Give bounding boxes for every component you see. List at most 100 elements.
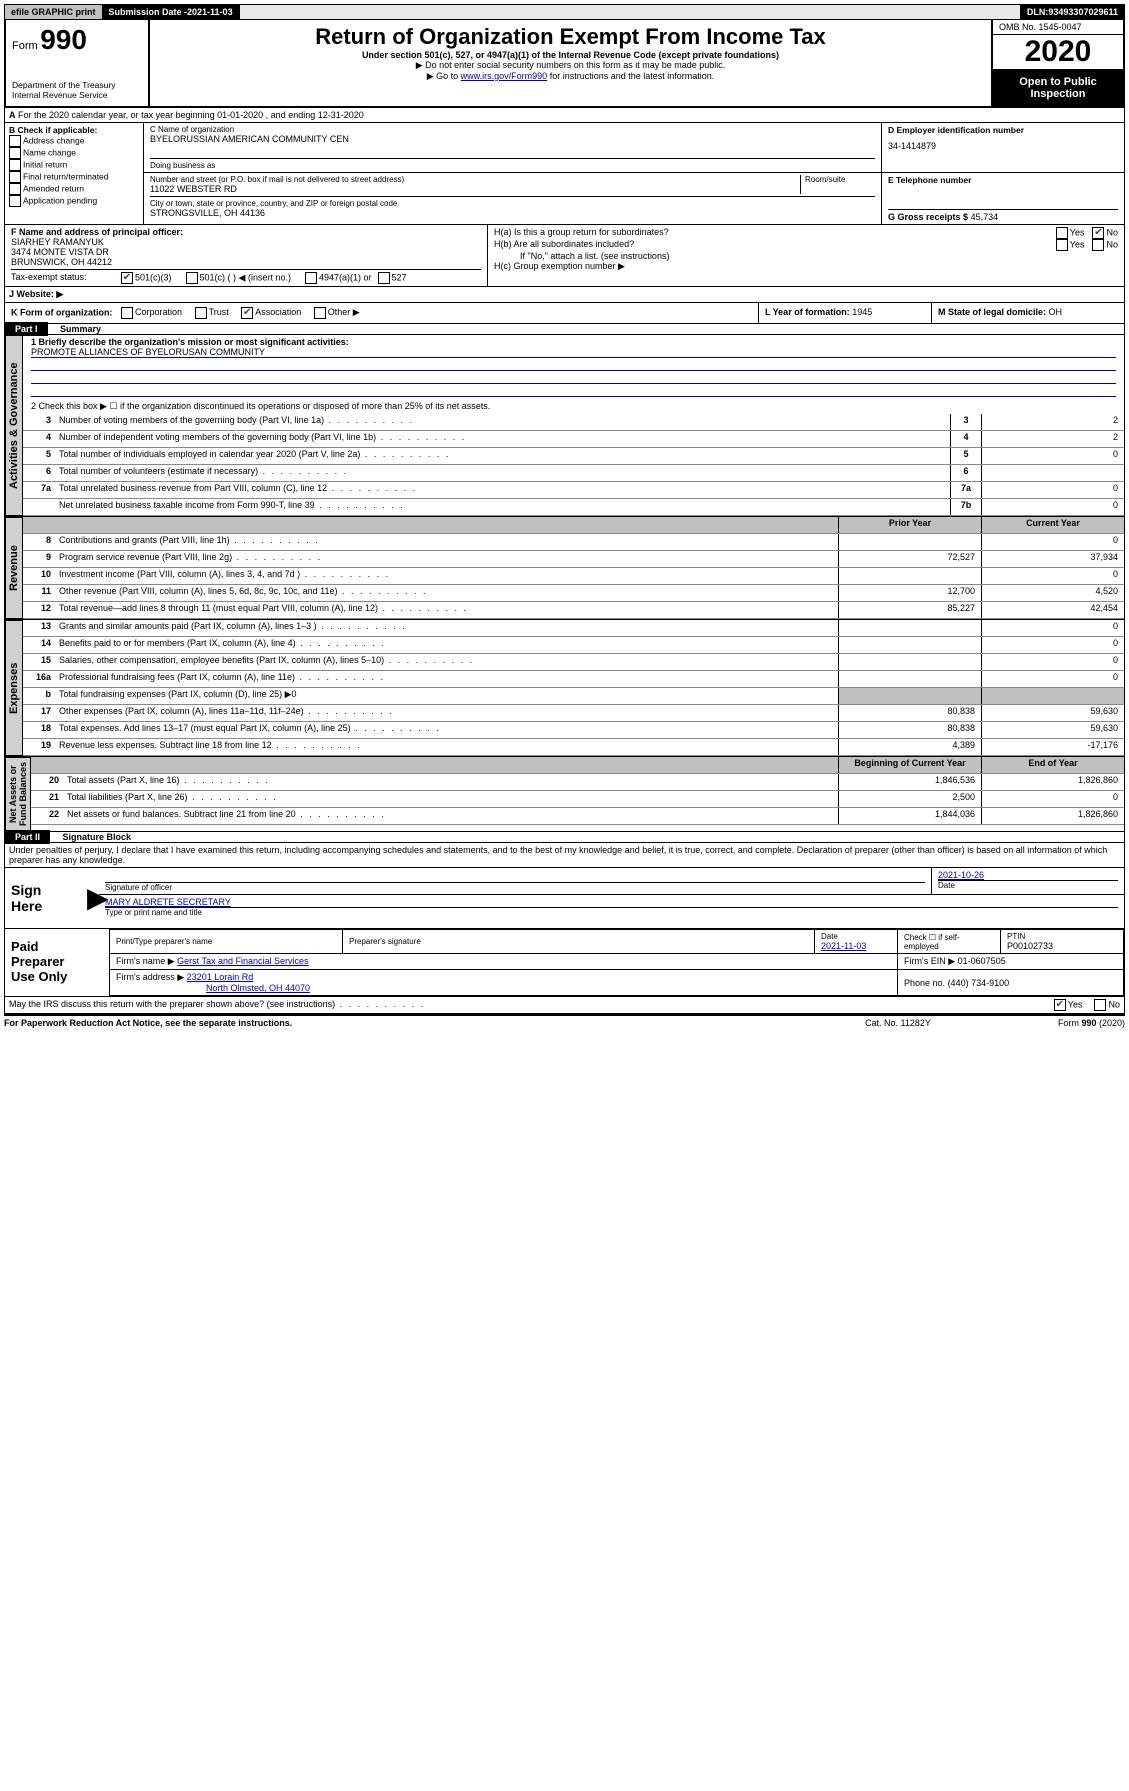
ha-no[interactable]: No bbox=[1092, 227, 1118, 239]
data-row: 21 Total liabilities (Part X, line 26) 2… bbox=[31, 791, 1124, 808]
sign-arrow-icon: ▶ bbox=[87, 868, 99, 928]
org-name: BYELORUSSIAN AMERICAN COMMUNITY CEN bbox=[150, 134, 875, 144]
prep-sig-label: Preparer's signature bbox=[349, 937, 808, 946]
firm-phone: (440) 734-9100 bbox=[948, 978, 1010, 988]
firm-ein: 01-0607505 bbox=[958, 956, 1006, 966]
efile-button[interactable]: efile GRAPHIC print bbox=[5, 5, 103, 19]
expenses-section: Expenses 13 Grants and similar amounts p… bbox=[4, 620, 1125, 757]
ein-value: 34-1414879 bbox=[888, 141, 1118, 151]
checkbox-initial-return[interactable]: Initial return bbox=[9, 159, 139, 171]
irs-link[interactable]: www.irs.gov/Form990 bbox=[461, 71, 548, 81]
l-label: L Year of formation: bbox=[765, 307, 850, 317]
prep-date: 2021-11-03 bbox=[821, 941, 866, 951]
data-row: 10 Investment income (Part VIII, column … bbox=[23, 568, 1124, 585]
data-row: 12 Total revenue—add lines 8 through 11 … bbox=[23, 602, 1124, 619]
hb-label: H(b) Are all subordinates included? bbox=[494, 239, 1056, 251]
mission-text: PROMOTE ALLIANCES OF BYELORUSAN COMMUNIT… bbox=[31, 347, 1116, 358]
checkbox-corp[interactable]: Corporation bbox=[121, 307, 182, 317]
k-label: K Form of organization: bbox=[11, 307, 113, 317]
prep-date-label: Date bbox=[821, 932, 891, 941]
discuss-no[interactable]: No bbox=[1094, 999, 1120, 1011]
ha-yes[interactable]: Yes bbox=[1056, 227, 1085, 239]
part2-title: Signature Block bbox=[63, 832, 132, 842]
checkbox-name-change[interactable]: Name change bbox=[9, 147, 139, 159]
ptin-label: PTIN bbox=[1007, 932, 1117, 941]
checkbox-trust[interactable]: Trust bbox=[195, 307, 229, 317]
checkbox-final-return[interactable]: Final return/terminated bbox=[9, 171, 139, 183]
data-row: 14 Benefits paid to or for members (Part… bbox=[23, 637, 1124, 654]
firm-addr2: North Olmsted, OH 44070 bbox=[206, 983, 310, 993]
form-footer: Form 990 (2020) bbox=[1005, 1018, 1125, 1028]
tax-year: 2020 bbox=[993, 35, 1123, 70]
checkbox-527[interactable]: 527 bbox=[378, 272, 407, 284]
form-note1: ▶ Do not enter social security numbers o… bbox=[156, 60, 985, 71]
m-state: OH bbox=[1049, 307, 1063, 317]
data-row: 9 Program service revenue (Part VIII, li… bbox=[23, 551, 1124, 568]
revenue-section: Revenue Prior Year Current Year 8 Contri… bbox=[4, 517, 1125, 620]
checkbox-app-pending[interactable]: Application pending bbox=[9, 195, 139, 207]
officer-addr2: BRUNSWICK, OH 44212 bbox=[11, 257, 481, 267]
data-row: 15 Salaries, other compensation, employe… bbox=[23, 654, 1124, 671]
sig-officer-label: Signature of officer bbox=[105, 882, 925, 892]
room-suite-label: Room/suite bbox=[800, 175, 875, 194]
sign-here-label: Sign Here bbox=[5, 868, 87, 928]
data-row: 19 Revenue less expenses. Subtract line … bbox=[23, 739, 1124, 756]
hb-note: If "No," attach a list. (see instruction… bbox=[494, 251, 1118, 261]
end-year-header: End of Year bbox=[981, 757, 1124, 773]
gov-row: 4 Number of independent voting members o… bbox=[23, 431, 1124, 448]
mission-blank2 bbox=[31, 371, 1116, 384]
data-row: 22 Net assets or fund balances. Subtract… bbox=[31, 808, 1124, 825]
checkbox-address-change[interactable]: Address change bbox=[9, 135, 139, 147]
klm-row: K Form of organization: Corporation Trus… bbox=[4, 303, 1125, 324]
m-label: M State of legal domicile: bbox=[938, 307, 1046, 317]
cat-number: Cat. No. 11282Y bbox=[865, 1018, 1005, 1028]
officer-group-row: F Name and address of principal officer:… bbox=[4, 225, 1125, 287]
form-subtitle: Under section 501(c), 527, or 4947(a)(1)… bbox=[156, 50, 985, 60]
firm-ein-label: Firm's EIN ▶ bbox=[904, 956, 955, 966]
discuss-yes[interactable]: Yes bbox=[1054, 999, 1083, 1011]
form-number: Form 990 bbox=[12, 24, 142, 56]
side-netassets: Net Assets or Fund Balances bbox=[5, 757, 31, 831]
form-title: Return of Organization Exempt From Incom… bbox=[156, 24, 985, 50]
section-b-label: B Check if applicable: bbox=[9, 125, 139, 135]
f-officer-label: F Name and address of principal officer: bbox=[11, 227, 481, 237]
gov-row: 5 Total number of individuals employed i… bbox=[23, 448, 1124, 465]
sig-date: 2021-10-26 bbox=[938, 870, 1118, 880]
checkbox-other[interactable]: Other ▶ bbox=[314, 307, 360, 317]
tax-period: A For the 2020 calendar year, or tax yea… bbox=[4, 108, 1125, 123]
blank-desc bbox=[55, 517, 838, 533]
mission-blank3 bbox=[31, 384, 1116, 397]
street-address: 11022 WEBSTER RD bbox=[150, 184, 800, 194]
part2-label: Part II bbox=[5, 830, 50, 844]
paperwork-notice: For Paperwork Reduction Act Notice, see … bbox=[4, 1018, 865, 1028]
checkbox-4947[interactable]: 4947(a)(1) or bbox=[305, 272, 372, 284]
checkbox-501c[interactable]: 501(c) ( ) ◀ (insert no.) bbox=[186, 272, 291, 284]
preparer-table: Print/Type preparer's name Preparer's si… bbox=[109, 929, 1124, 996]
paid-preparer-block: Paid Preparer Use Only Print/Type prepar… bbox=[4, 929, 1125, 997]
hb-no[interactable]: No bbox=[1092, 239, 1118, 251]
side-governance: Activities & Governance bbox=[5, 335, 23, 516]
ha-label: H(a) Is this a group return for subordin… bbox=[494, 227, 1056, 239]
hb-yes[interactable]: Yes bbox=[1056, 239, 1085, 251]
checkbox-assoc[interactable]: Association bbox=[241, 307, 301, 317]
officer-addr1: 3474 MONTE VISTA DR bbox=[11, 247, 481, 257]
self-employed-check[interactable]: Check ☐ if self-employed bbox=[898, 930, 1001, 954]
checkbox-amended[interactable]: Amended return bbox=[9, 183, 139, 195]
discuss-text: May the IRS discuss this return with the… bbox=[9, 999, 1054, 1011]
firm-name-label: Firm's name ▶ bbox=[116, 956, 175, 966]
hc-label: H(c) Group exemption number ▶ bbox=[494, 261, 1118, 272]
efile-label: efile GRAPHIC print bbox=[11, 7, 96, 17]
mission-blank1 bbox=[31, 358, 1116, 371]
prior-year-header: Prior Year bbox=[838, 517, 981, 533]
data-row: 13 Grants and similar amounts paid (Part… bbox=[23, 620, 1124, 637]
city-label: City or town, state or province, country… bbox=[150, 197, 875, 208]
sig-date-label: Date bbox=[938, 880, 1118, 890]
netassets-section: Net Assets or Fund Balances Beginning of… bbox=[4, 757, 1125, 832]
ptin-value: P00102733 bbox=[1007, 941, 1053, 951]
addr-label: Number and street (or P.O. box if mail i… bbox=[150, 175, 800, 184]
line2-text: 2 Check this box ▶ ☐ if the organization… bbox=[23, 399, 1124, 414]
dln: DLN: 93493307029611 bbox=[1021, 5, 1124, 19]
form-header: Form 990 Department of the Treasury Inte… bbox=[4, 20, 1125, 108]
checkbox-501c3[interactable]: 501(c)(3) bbox=[121, 272, 172, 284]
gov-row: 3 Number of voting members of the govern… bbox=[23, 414, 1124, 431]
